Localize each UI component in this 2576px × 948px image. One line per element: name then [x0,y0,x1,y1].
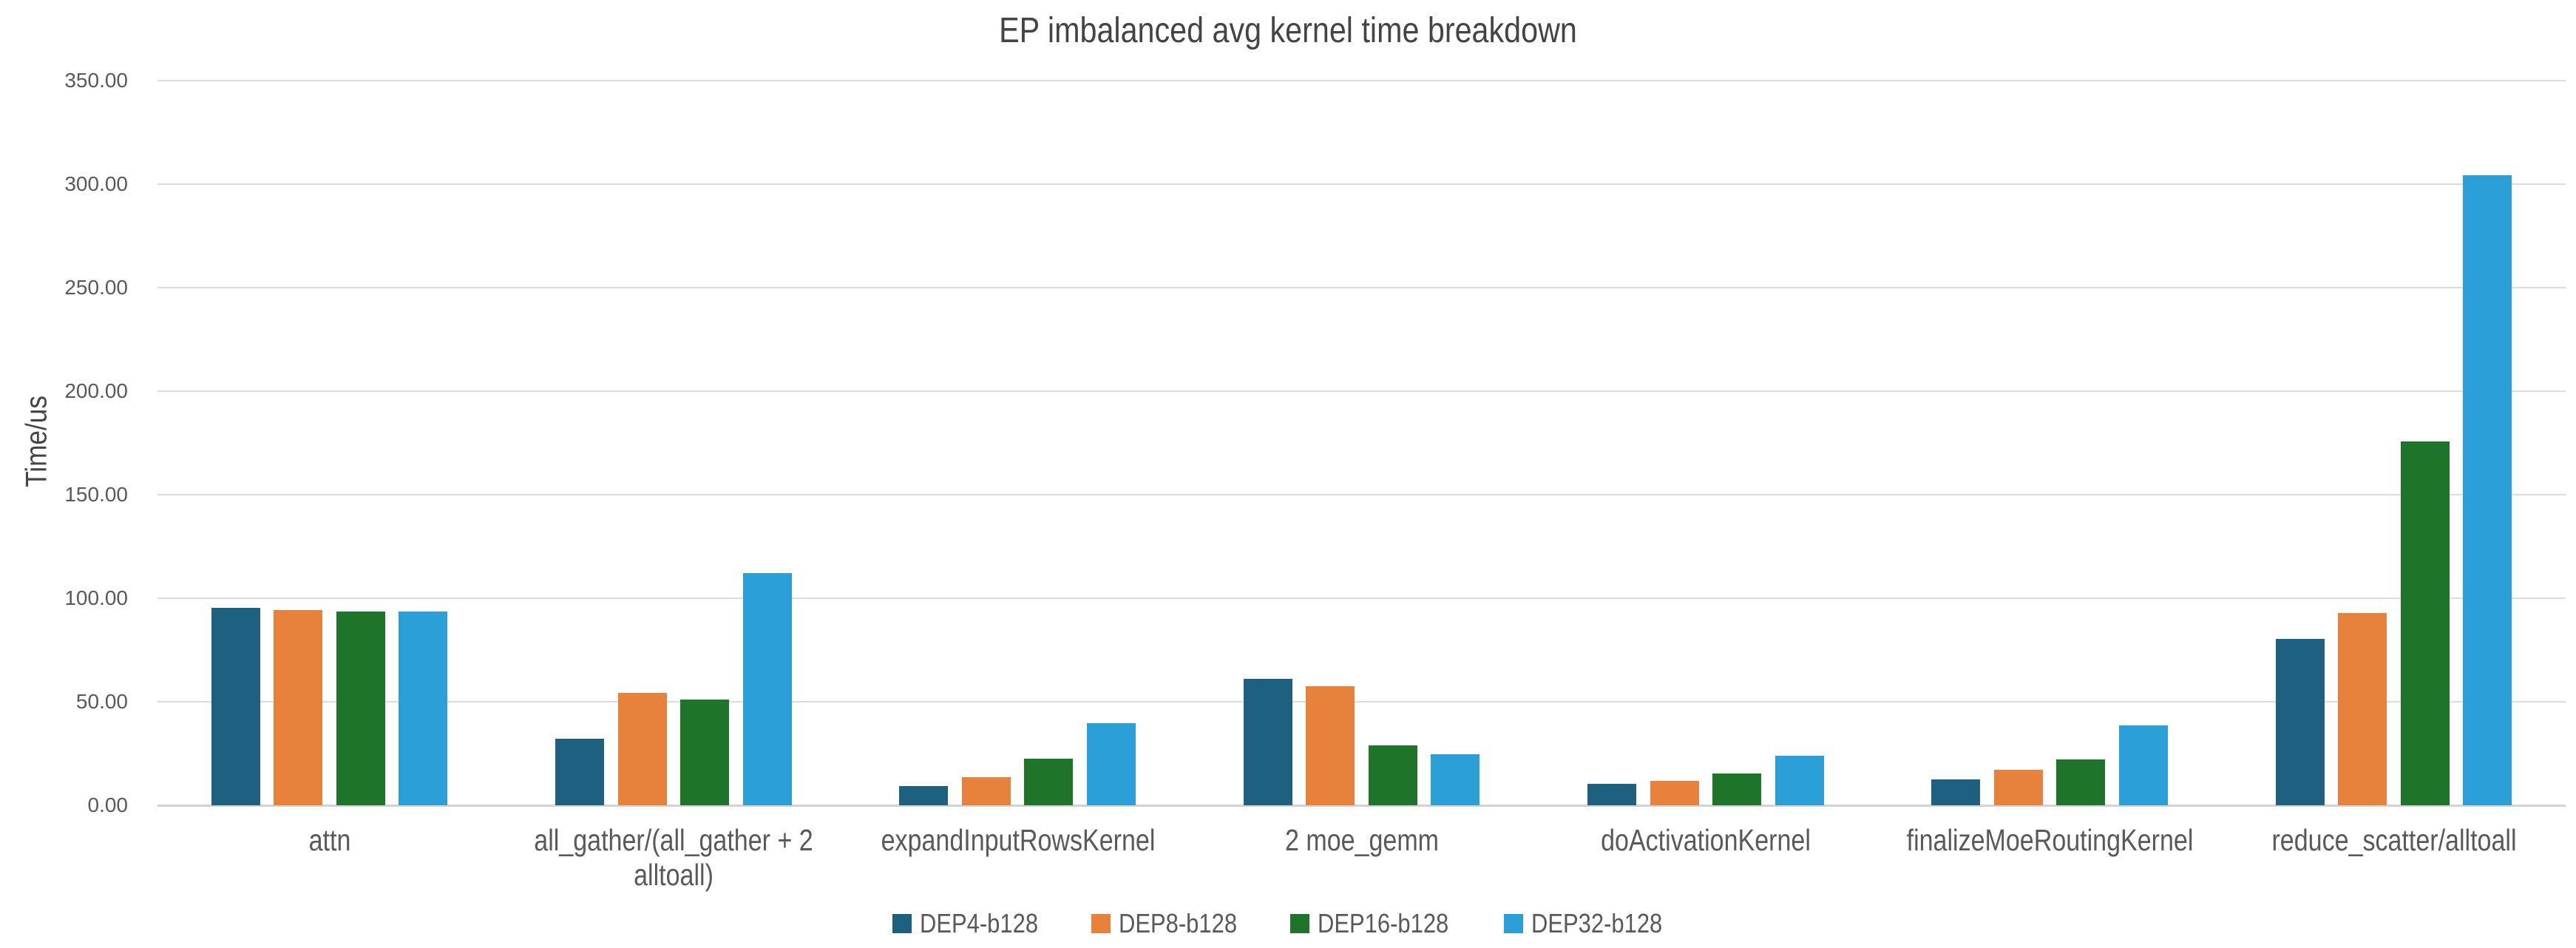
legend-swatch-icon [1289,914,1309,933]
legend-label: DEP8-b128 [1118,908,1237,938]
y-tick-label: 0.00 [87,793,129,816]
bar-DEP4-b128-2-moe-gemm [1243,678,1292,805]
legend-label: DEP32-b128 [1531,908,1663,938]
x-category-label: expandInputRowsKernel [881,823,1155,857]
legend-item: DEP8-b128 [1091,908,1256,939]
bar-DEP8-b128-attn [274,609,323,805]
x-category-label: all_gather/(all_gather + 2 alltoall) [534,823,813,892]
bar-DEP32-b128-attn [399,612,448,805]
gridline [157,494,2566,495]
bar-DEP32-b128-all-gather-all-gather-2-alltoall- [742,573,792,805]
legend-label: DEP16-b128 [1317,908,1449,938]
x-category-label: 2 moe_gemm [1284,823,1439,857]
bar-DEP4-b128-finalizemoeroutingkernel [1931,779,1981,805]
bar-DEP16-b128-doactivationkernel [1712,773,1762,805]
x-category-label: doActivationKernel [1601,823,1811,857]
legend-item: DEP4-b128 [892,908,1057,939]
bar-DEP32-b128-finalizemoeroutingkernel [2118,725,2168,805]
y-tick-label: 150.00 [64,483,128,506]
bar-DEP4-b128-reduce-scatter-alltoall [2275,639,2325,805]
legend-label: DEP4-b128 [919,908,1038,938]
x-category-label: attn [308,823,351,857]
legend-swatch-icon [1504,914,1524,933]
bar-DEP32-b128-2-moe-gemm [1431,754,1480,805]
bar-DEP16-b128-attn [336,611,385,805]
y-tick-label: 200.00 [64,379,128,402]
bar-DEP8-b128-2-moe-gemm [1306,686,1355,805]
gridline [157,597,2566,599]
legend-swatch-icon [892,914,912,933]
y-tick-label: 300.00 [64,172,128,195]
gridline [157,287,2566,288]
bar-DEP4-b128-doactivationkernel [1587,783,1637,805]
plot-area [157,80,2566,807]
bar-DEP16-b128-expandinputrowskernel [1024,759,1074,805]
bar-DEP4-b128-expandinputrowskernel [899,785,949,805]
legend-item: DEP16-b128 [1289,908,1470,939]
y-axis-title: Time/us [20,396,53,487]
x-axis-line [157,805,2566,807]
chart-title: EP imbalanced avg kernel time breakdown [999,11,1577,50]
bar-DEP4-b128-attn [211,607,260,805]
bar-DEP32-b128-doactivationkernel [1775,755,1824,805]
legend-swatch-icon [1091,914,1111,933]
bar-DEP16-b128-all-gather-all-gather-2-alltoall- [680,700,730,805]
bar-DEP4-b128-all-gather-all-gather-2-alltoall- [555,738,605,805]
y-tick-label: 100.00 [64,586,128,609]
x-category-label: finalizeMoeRoutingKernel [1907,823,2194,857]
y-tick-label: 250.00 [64,276,128,299]
bar-DEP8-b128-all-gather-all-gather-2-alltoall- [617,692,667,805]
bar-DEP16-b128-reduce-scatter-alltoall [2400,441,2450,805]
y-tick-label: 350.00 [64,69,128,92]
gridline [157,390,2566,392]
bar-DEP8-b128-reduce-scatter-alltoall [2338,612,2387,805]
bar-DEP8-b128-doactivationkernel [1650,780,1699,805]
gridline [157,80,2566,82]
bar-DEP32-b128-expandinputrowskernel [1086,723,1136,805]
bar-DEP16-b128-2-moe-gemm [1368,745,1417,805]
gridline [157,701,2566,702]
x-category-label: reduce_scatter/alltoall [2271,823,2517,857]
bar-DEP8-b128-expandinputrowskernel [961,776,1011,805]
bar-DEP16-b128-finalizemoeroutingkernel [2056,759,2106,805]
bar-DEP8-b128-finalizemoeroutingkernel [1993,769,2043,805]
y-tick-label: 50.00 [75,690,128,713]
bar-DEP32-b128-reduce-scatter-alltoall [2463,175,2512,805]
legend-item: DEP32-b128 [1504,908,1684,939]
gridline [157,183,2566,185]
legend: DEP4-b128 DEP8-b128 DEP16-b128 DEP32-b128 [0,908,2576,939]
